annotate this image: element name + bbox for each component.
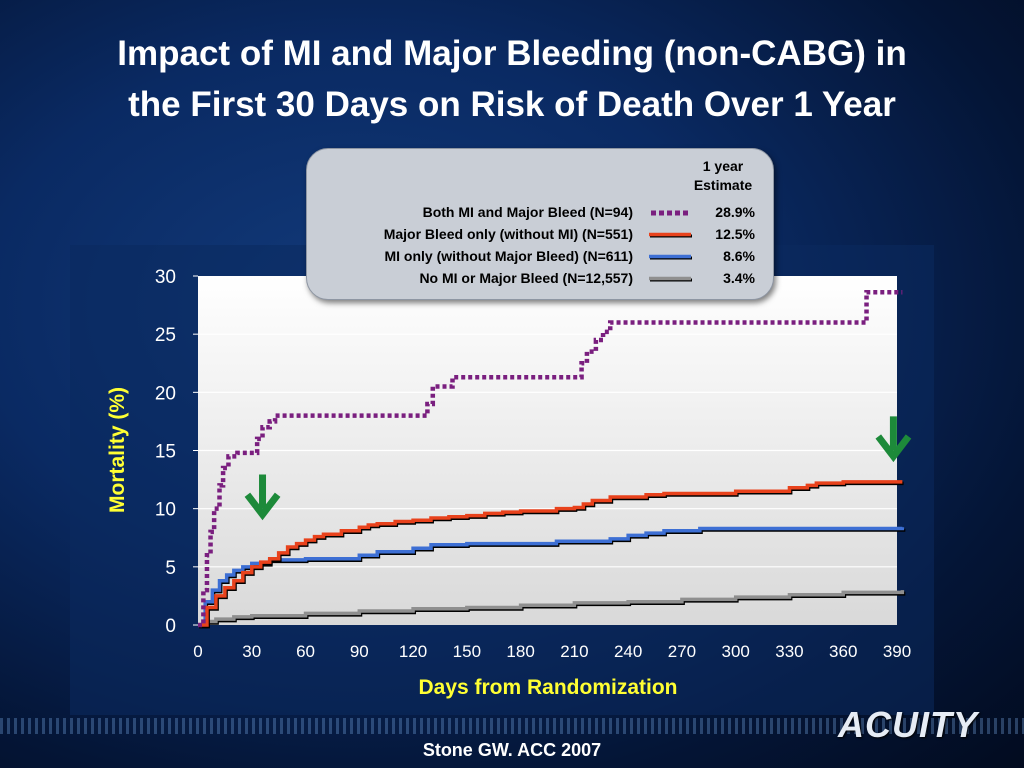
x-tick-label: 150 bbox=[453, 642, 481, 661]
legend-swatch-mi bbox=[649, 254, 692, 260]
legend-box: 1 year Estimate Both MI and Major Bleed … bbox=[306, 148, 774, 300]
x-tick-label: 0 bbox=[193, 642, 202, 661]
legend-value: 28.9% bbox=[715, 204, 755, 220]
legend-row-none: No MI or Major Bleed (N=12,557) 3.4% bbox=[307, 268, 773, 290]
legend-swatch-none bbox=[649, 276, 692, 282]
x-tick-label: 60 bbox=[296, 642, 315, 661]
x-tick-label: 360 bbox=[829, 642, 857, 661]
x-tick-label: 90 bbox=[350, 642, 369, 661]
legend-label: MI only (without Major Bleed) (N=611) bbox=[384, 248, 633, 264]
title-line-2: the First 30 Days on Risk of Death Over … bbox=[128, 85, 896, 124]
y-tick-label: 15 bbox=[155, 442, 176, 463]
y-tick-label: 5 bbox=[165, 558, 176, 579]
legend-value: 12.5% bbox=[715, 226, 755, 242]
x-tick-label: 30 bbox=[242, 642, 261, 661]
legend-value: 3.4% bbox=[723, 270, 755, 286]
legend-header: 1 year Estimate bbox=[683, 157, 763, 195]
x-tick-label: 180 bbox=[506, 642, 534, 661]
legend-row-bleed: Major Bleed only (without MI) (N=551) 12… bbox=[307, 224, 773, 246]
x-tick-label: 210 bbox=[560, 642, 588, 661]
y-axis-label: Mortality (%) bbox=[106, 387, 129, 513]
y-tick-label: 30 bbox=[155, 267, 176, 288]
x-axis-label: Days from Randomization bbox=[418, 676, 678, 699]
down-arrow-icon bbox=[875, 416, 912, 463]
y-tick-label: 20 bbox=[155, 383, 176, 404]
series-line-2 bbox=[198, 526, 905, 627]
legend-value: 8.6% bbox=[723, 248, 755, 264]
legend-row-mi: MI only (without Major Bleed) (N=611) 8.… bbox=[307, 246, 773, 268]
x-tick-label: 120 bbox=[399, 642, 427, 661]
x-tick-label: 300 bbox=[722, 642, 750, 661]
x-tick-label: 270 bbox=[668, 642, 696, 661]
down-arrow-icon bbox=[244, 474, 281, 521]
legend-label: Both MI and Major Bleed (N=94) bbox=[422, 204, 633, 220]
x-tick-label: 390 bbox=[883, 642, 911, 661]
series-line-1 bbox=[198, 480, 903, 627]
legend-label: No MI or Major Bleed (N=12,557) bbox=[419, 270, 633, 286]
legend-swatch-bleed bbox=[649, 232, 692, 238]
legend-header-line-2: Estimate bbox=[693, 177, 753, 193]
y-tick-label: 10 bbox=[155, 500, 176, 521]
slide-title: Impact of MI and Major Bleeding (non-CAB… bbox=[0, 28, 1024, 130]
series-line-3 bbox=[198, 590, 905, 627]
legend-row-both: Both MI and Major Bleed (N=94) 28.9% bbox=[307, 202, 773, 224]
title-line-1: Impact of MI and Major Bleeding (non-CAB… bbox=[117, 34, 907, 73]
series-line-0 bbox=[198, 290, 903, 628]
legend-label: Major Bleed only (without MI) (N=551) bbox=[383, 226, 633, 242]
acuity-logo: ACUITY bbox=[838, 704, 978, 745]
legend-header-line-1: 1 year bbox=[702, 158, 744, 174]
footer-stripe bbox=[0, 718, 1024, 734]
y-tick-label: 25 bbox=[155, 325, 176, 346]
citation: Stone GW. ACC 2007 bbox=[422, 740, 602, 760]
x-tick-label: 240 bbox=[614, 642, 642, 661]
y-tick-label: 0 bbox=[165, 616, 176, 637]
legend-swatch-both bbox=[651, 210, 691, 216]
x-tick-label: 330 bbox=[775, 642, 803, 661]
